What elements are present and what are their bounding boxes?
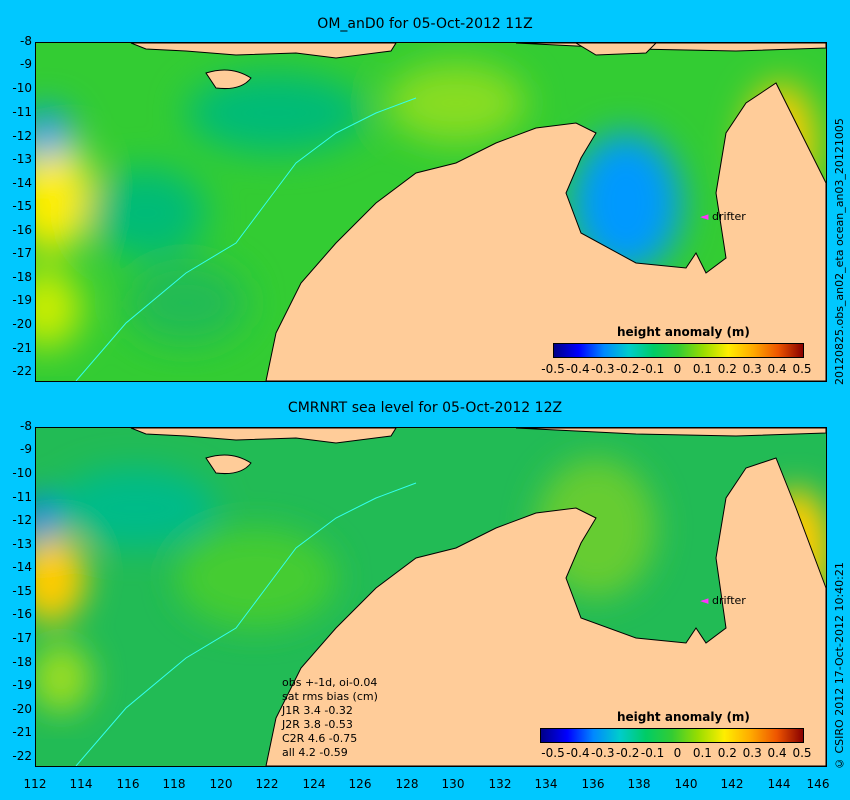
x-tick: 124 — [302, 777, 326, 791]
stats-line: obs +-1d, oi-0.04 — [282, 676, 378, 689]
x-tick: 146 — [806, 777, 830, 791]
cbar-tick: 0.5 — [792, 746, 812, 760]
drifter-icon: ◄ — [700, 210, 709, 223]
y-tick: -18 — [12, 655, 32, 669]
stats-line: sat rms bias (cm) — [282, 690, 378, 703]
y-tick: -12 — [12, 129, 32, 143]
cbar-tick: 0.1 — [692, 746, 712, 760]
bottom-colorbar — [540, 728, 804, 743]
cbar-tick: 0.3 — [742, 362, 762, 376]
cbar-tick: -0.3 — [591, 746, 615, 760]
stats-line: all 4.2 -0.59 — [282, 746, 348, 759]
cbar-tick: -0.1 — [640, 362, 665, 376]
cbar-tick: 0.3 — [742, 746, 762, 760]
y-tick: -16 — [12, 223, 32, 237]
top-map-svg — [36, 43, 826, 381]
cbar-tick: 0.5 — [792, 362, 812, 376]
top-map — [35, 42, 827, 382]
x-tick: 112 — [23, 777, 47, 791]
bottom-map-svg — [36, 428, 826, 766]
cbar-tick: -0.4 — [566, 746, 590, 760]
cbar-tick: 0 — [673, 746, 682, 760]
cbar-tick: 0.2 — [717, 746, 737, 760]
cbar-tick: -0.5 — [541, 746, 565, 760]
top-drifter-marker: ◄ drifter — [700, 210, 746, 223]
x-tick: 122 — [255, 777, 279, 791]
cbar-tick: -0.5 — [541, 362, 565, 376]
cbar-tick: 0.1 — [692, 362, 712, 376]
y-tick: -13 — [12, 152, 32, 166]
x-tick: 120 — [209, 777, 233, 791]
y-tick: -10 — [12, 466, 32, 480]
y-tick: -10 — [12, 81, 32, 95]
x-tick: 136 — [581, 777, 605, 791]
cbar-tick: -0.1 — [640, 746, 665, 760]
x-tick: 144 — [767, 777, 791, 791]
drifter-label: drifter — [711, 594, 746, 607]
cbar-tick: 0.2 — [717, 362, 737, 376]
drifter-icon: ◄ — [700, 594, 709, 607]
cbar-tick: -0.4 — [566, 362, 590, 376]
y-tick: -17 — [12, 246, 32, 260]
bottom-drifter-marker: ◄ drifter — [700, 594, 746, 607]
stats-line: J2R 3.8 -0.53 — [282, 718, 353, 731]
y-tick: -22 — [12, 364, 32, 378]
y-tick: -18 — [12, 270, 32, 284]
y-tick: -15 — [12, 199, 32, 213]
y-tick: -9 — [20, 442, 32, 456]
top-colorbar — [553, 343, 804, 358]
top-panel-title: OM_anD0 for 05-Oct-2012 11Z — [317, 16, 533, 32]
cbar-tick: -0.3 — [591, 362, 615, 376]
x-tick: 130 — [441, 777, 465, 791]
cbar-tick: 0.4 — [767, 362, 787, 376]
x-tick: 132 — [488, 777, 512, 791]
cbar-tick: 0.4 — [767, 746, 787, 760]
x-tick: 138 — [627, 777, 651, 791]
x-tick: 126 — [348, 777, 372, 791]
y-tick: -11 — [12, 490, 32, 504]
cbar-tick: -0.2 — [615, 362, 640, 376]
y-tick: -19 — [12, 678, 32, 692]
satellite-stats: obs +-1d, oi-0.04 sat rms bias (cm) J1R … — [282, 676, 378, 760]
bottom-map — [35, 427, 827, 767]
bottom-panel-title: CMRNRT sea level for 05-Oct-2012 12Z — [287, 400, 563, 416]
y-tick: -17 — [12, 631, 32, 645]
y-tick: -14 — [12, 560, 32, 574]
y-tick: -16 — [12, 607, 32, 621]
y-tick: -15 — [12, 584, 32, 598]
stats-line: C2R 4.6 -0.75 — [282, 732, 358, 745]
y-tick: -19 — [12, 293, 32, 307]
y-tick: -20 — [12, 702, 32, 716]
bottom-panel-side-text: © CSIRO 2012 17-Oct-2012 10:40:21 — [833, 562, 846, 770]
y-tick: -8 — [20, 34, 32, 48]
y-tick: -22 — [12, 749, 32, 763]
y-tick: -12 — [12, 513, 32, 527]
drifter-label: drifter — [711, 210, 746, 223]
x-tick: 116 — [116, 777, 140, 791]
x-tick: 114 — [69, 777, 93, 791]
y-tick: -8 — [20, 419, 32, 433]
y-tick: -21 — [12, 725, 32, 739]
cbar-tick: -0.2 — [615, 746, 640, 760]
y-tick: -14 — [12, 176, 32, 190]
x-tick: 140 — [674, 777, 698, 791]
y-tick: -13 — [12, 537, 32, 551]
x-tick: 118 — [162, 777, 186, 791]
y-tick: -11 — [12, 105, 32, 119]
y-tick: -9 — [20, 57, 32, 71]
y-tick: -20 — [12, 317, 32, 331]
x-tick: 142 — [720, 777, 744, 791]
stats-line: J1R 3.4 -0.32 — [282, 704, 353, 717]
top-panel-side-text: 20120825.obs_an02_eta ocean_an03_2012100… — [833, 118, 846, 385]
x-tick: 134 — [534, 777, 558, 791]
bottom-colorbar-title: height anomaly (m) — [617, 710, 750, 724]
y-tick: -21 — [12, 341, 32, 355]
top-colorbar-title: height anomaly (m) — [617, 325, 750, 339]
x-tick: 128 — [395, 777, 419, 791]
cbar-tick: 0 — [673, 362, 682, 376]
